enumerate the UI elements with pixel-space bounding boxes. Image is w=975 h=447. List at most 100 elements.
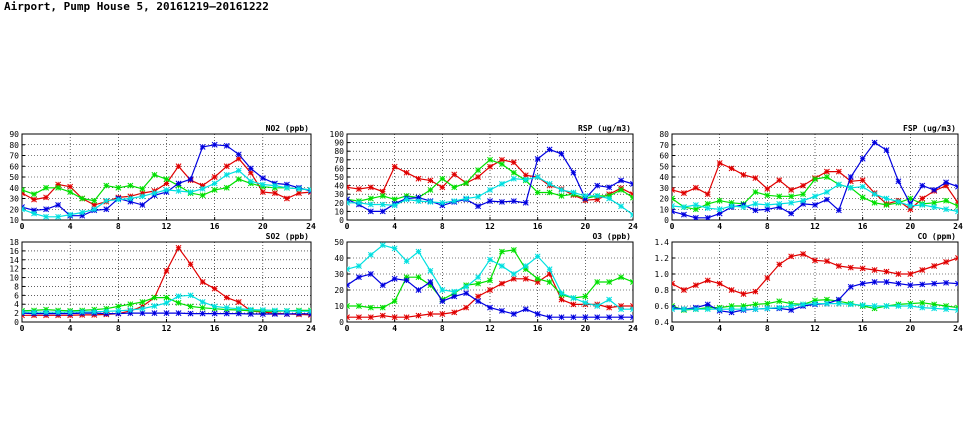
chart-fsp-point-blue <box>704 214 711 220</box>
chart-rsp-point-cyan <box>534 174 541 180</box>
chart-co-point-red <box>776 261 783 268</box>
chart-o3-point-cyan <box>475 274 482 281</box>
chart-so2-point-blue <box>187 310 194 317</box>
chart-o3-point-red <box>427 311 434 317</box>
chart-no2-point-green <box>127 182 134 189</box>
chart-rsp-ytick-label: 50 <box>334 173 344 182</box>
chart-fsp-point-red <box>943 182 950 189</box>
chart-so2-point-blue <box>127 310 134 317</box>
chart-co-point-cyan <box>680 306 687 313</box>
chart-rsp-point-red <box>522 172 529 179</box>
chart-fsp-point-cyan <box>919 201 926 208</box>
chart-no2-point-cyan <box>127 195 134 202</box>
chart-co-point-cyan <box>823 300 830 307</box>
chart-fsp-point-red <box>740 171 747 178</box>
chart-no2-point-green <box>22 186 25 193</box>
chart-o3-point-red <box>570 301 577 308</box>
chart-o3-point-cyan <box>487 256 493 263</box>
chart-o3-point-red <box>498 280 505 287</box>
chart-co-point-cyan <box>907 303 914 309</box>
chart-no2-ytick-label: 70 <box>9 152 19 161</box>
chart-co-point-cyan <box>716 306 723 313</box>
chart-rsp-xtick-label: 0 <box>345 222 350 231</box>
chart-no2-point-cyan <box>55 213 62 220</box>
chart-fsp-point-cyan <box>788 199 795 206</box>
chart-no2-point-blue <box>283 181 290 188</box>
chart-o3-point-cyan <box>427 267 434 274</box>
chart-fsp-point-red <box>823 168 830 175</box>
chart-rsp-point-cyan <box>463 195 470 202</box>
chart-so2-ytick-label: 4 <box>14 300 19 309</box>
chart-o3-point-blue <box>606 314 613 321</box>
chart-o3-point-blue <box>475 298 482 305</box>
chart-fsp-point-green <box>859 194 866 201</box>
chart-so2-point-blue <box>151 310 158 317</box>
chart-no2-point-blue <box>199 143 206 150</box>
chart-rsp-point-red <box>439 184 446 191</box>
chart-fsp-point-green <box>931 199 938 206</box>
chart-rsp-xtick-label: 4 <box>392 222 397 231</box>
chart-o3-point-blue <box>451 293 458 300</box>
chart-no2-point-green <box>91 197 98 204</box>
chart-so2-point-blue <box>115 310 122 317</box>
chart-fsp-point-green <box>812 176 818 183</box>
chart-o3: 0 10 20 30 40 50 0 4 8 12 16 20 24 O3 (ppb) <box>334 232 638 333</box>
chart-so2-point-green <box>103 305 110 312</box>
chart-rsp-point-red <box>475 174 482 180</box>
chart-co-point-green <box>943 303 950 309</box>
chart-rsp-point-red <box>379 188 386 195</box>
chart-so2-point-blue <box>175 310 182 317</box>
chart-so2-point-blue <box>223 310 230 317</box>
chart-fsp-point-red <box>692 184 699 191</box>
chart-co-point-cyan <box>919 304 926 311</box>
chart-fsp-point-green <box>943 197 950 204</box>
chart-o3-point-green <box>475 280 482 287</box>
chart-no2-point-cyan <box>308 186 311 193</box>
chart-so2-point-blue <box>211 310 218 317</box>
chart-no2-point-red <box>271 190 278 197</box>
chart-co-point-red <box>680 287 687 293</box>
chart-fsp-point-cyan <box>871 191 878 198</box>
chart-co-point-green <box>728 303 735 309</box>
chart-rsp-point-cyan <box>487 186 493 193</box>
chart-no2-point-red <box>55 181 62 188</box>
chart-no2-xtick-label: 16 <box>210 222 220 231</box>
chart-fsp-point-blue <box>931 186 938 193</box>
chart-o3-point-green <box>534 275 541 282</box>
chart-o3-point-blue <box>534 311 541 317</box>
chart-fsp-series-cyan <box>672 181 958 215</box>
chart-co-ytick-label: 1.2 <box>655 254 670 263</box>
chart-o3-point-green <box>510 247 517 253</box>
chart-o3-point-red <box>367 314 374 321</box>
chart-rsp-point-blue <box>498 198 505 205</box>
chart-o3-ytick-label: 30 <box>334 270 344 279</box>
chart-fsp-point-green <box>871 199 878 206</box>
chart-o3-xtick-label: 4 <box>392 324 397 333</box>
chart-fsp-point-cyan <box>752 200 759 207</box>
chart-o3-point-green <box>347 303 350 309</box>
chart-fsp-point-green <box>728 199 735 206</box>
chart-no2-ytick-label: 90 <box>9 130 19 139</box>
chart-rsp-point-green <box>379 192 386 199</box>
chart-o3-point-cyan <box>463 283 470 290</box>
chart-so2-point-green <box>199 304 206 311</box>
chart-so2-point-cyan <box>235 305 242 312</box>
chart-so2-xtick-label: 0 <box>20 324 25 333</box>
chart-no2-ytick-label: 40 <box>9 184 19 193</box>
chart-fsp-xtick-label: 12 <box>810 222 820 231</box>
chart-rsp-ytick-label: 90 <box>334 139 344 148</box>
chart-rsp-point-cyan <box>451 198 458 205</box>
chart-no2-point-green <box>163 176 170 183</box>
chart-so2-series-cyan <box>22 292 311 316</box>
chart-fsp-point-cyan <box>740 204 747 211</box>
chart-fsp-point-cyan <box>931 204 938 211</box>
chart-o3-point-green <box>391 298 398 305</box>
chart-so2-xtick-label: 16 <box>210 324 220 333</box>
chart-rsp-point-green <box>534 189 541 196</box>
chart-no2-point-cyan <box>187 189 194 196</box>
chart-rsp-point-green <box>558 192 565 199</box>
chart-co-point-red <box>883 268 890 275</box>
chart-co-point-red <box>728 287 735 293</box>
chart-fsp-point-cyan <box>800 197 807 204</box>
